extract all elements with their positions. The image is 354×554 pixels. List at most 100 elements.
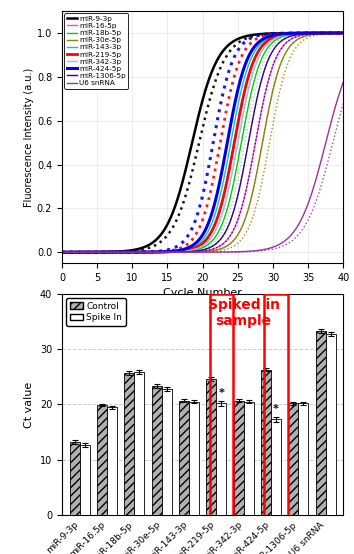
- Y-axis label: Fluorescence Intensity (a.u.): Fluorescence Intensity (a.u.): [24, 68, 34, 207]
- miR-424-5p: [212, 202, 216, 208]
- Text: *: *: [273, 404, 279, 414]
- Bar: [315, 331, 326, 515]
- miR-30e-5p: [227, 241, 232, 248]
- miR-424-5p: [195, 238, 199, 245]
- miR-143-3p: [341, 30, 346, 37]
- miR-16-5p: [212, 245, 216, 252]
- miR-18b-5p: [194, 247, 198, 253]
- miR-219-5p: [291, 30, 295, 37]
- Line: miR-1306-5p: miR-1306-5p: [62, 33, 343, 252]
- miR-342-3p: [195, 245, 199, 252]
- miR-219-5p: [227, 165, 232, 172]
- miR-30e-5p: [194, 249, 198, 255]
- miR-143-3p: [335, 30, 339, 37]
- Bar: [206, 379, 216, 515]
- miR-18b-5p: [195, 246, 199, 253]
- miR-342-3p: [291, 30, 295, 37]
- Bar: [261, 370, 271, 515]
- miR-9-3p: [227, 41, 232, 48]
- miR-143-3p: [212, 213, 216, 220]
- miR-342-3p: [194, 245, 198, 252]
- Text: Spiked in
sample: Spiked in sample: [208, 298, 280, 328]
- Bar: [234, 401, 244, 515]
- U6 snRNA: [60, 249, 64, 255]
- U6 snRNA: [194, 249, 198, 255]
- miR-342-3p: [60, 249, 64, 255]
- miR-9-3p: [194, 124, 198, 131]
- Bar: [271, 419, 281, 515]
- Line: miR-9-3p: miR-9-3p: [62, 33, 343, 252]
- miR-30e-5p: [335, 30, 339, 37]
- miR-424-5p: [335, 30, 339, 37]
- miR-18b-5p: [60, 249, 64, 255]
- Line: miR-424-5p: miR-424-5p: [62, 33, 343, 252]
- miR-342-3p: [341, 30, 346, 37]
- U6 snRNA: [212, 249, 216, 255]
- Y-axis label: Ct value: Ct value: [24, 381, 34, 428]
- miR-18b-5p: [335, 30, 339, 37]
- Bar: [264, 294, 288, 518]
- miR-219-5p: [341, 30, 346, 37]
- miR-143-3p: [291, 30, 295, 37]
- U6 snRNA: [341, 79, 346, 85]
- miR-30e-5p: [60, 249, 64, 255]
- miR-18b-5p: [212, 235, 216, 242]
- miR-1306-5p: [194, 248, 198, 254]
- miR-143-3p: [195, 242, 199, 248]
- miR-30e-5p: [212, 247, 216, 254]
- Bar: [107, 407, 117, 515]
- miR-16-5p: [291, 35, 295, 42]
- miR-219-5p: [212, 223, 216, 229]
- Line: miR-18b-5p: miR-18b-5p: [62, 33, 343, 252]
- Text: *: *: [218, 388, 224, 398]
- miR-424-5p: [291, 30, 295, 37]
- U6 snRNA: [335, 99, 339, 106]
- miR-424-5p: [194, 240, 198, 247]
- Bar: [124, 373, 135, 515]
- Line: U6 snRNA: U6 snRNA: [62, 82, 343, 252]
- Bar: [70, 442, 80, 515]
- miR-1306-5p: [60, 249, 64, 255]
- miR-9-3p: [291, 30, 295, 37]
- miR-342-3p: [335, 30, 339, 37]
- miR-1306-5p: [335, 30, 339, 37]
- Line: miR-143-3p: miR-143-3p: [62, 33, 343, 252]
- miR-219-5p: [60, 249, 64, 255]
- miR-16-5p: [194, 248, 198, 255]
- miR-9-3p: [60, 249, 64, 255]
- Legend: Control, Spike In: Control, Spike In: [67, 298, 126, 326]
- miR-424-5p: [227, 127, 232, 134]
- miR-18b-5p: [341, 30, 346, 37]
- miR-9-3p: [341, 30, 346, 37]
- miR-1306-5p: [195, 248, 199, 254]
- miR-424-5p: [341, 30, 346, 37]
- Line: miR-342-3p: miR-342-3p: [62, 33, 343, 252]
- Bar: [135, 372, 144, 515]
- Line: miR-16-5p: miR-16-5p: [62, 33, 343, 252]
- miR-18b-5p: [227, 198, 232, 204]
- miR-30e-5p: [195, 249, 199, 255]
- miR-219-5p: [195, 244, 199, 250]
- miR-143-3p: [60, 249, 64, 255]
- Line: miR-30e-5p: miR-30e-5p: [62, 33, 343, 252]
- miR-219-5p: [194, 244, 198, 251]
- miR-342-3p: [227, 182, 232, 189]
- miR-143-3p: [194, 243, 198, 249]
- Legend: miR-9-3p, miR-16-5p, miR-18b-5p, miR-30e-5p, miR-143-3p, miR-219-5p, miR-342-3p,: miR-9-3p, miR-16-5p, miR-18b-5p, miR-30e…: [64, 13, 128, 89]
- miR-424-5p: [60, 249, 64, 255]
- miR-16-5p: [335, 30, 339, 37]
- Bar: [288, 403, 298, 515]
- U6 snRNA: [195, 249, 199, 255]
- miR-16-5p: [341, 30, 346, 37]
- Bar: [216, 403, 227, 515]
- miR-1306-5p: [291, 32, 295, 39]
- Bar: [97, 405, 107, 515]
- miR-30e-5p: [341, 30, 346, 37]
- miR-219-5p: [335, 30, 339, 37]
- miR-1306-5p: [212, 242, 216, 248]
- miR-9-3p: [212, 63, 216, 69]
- miR-342-3p: [212, 230, 216, 237]
- Bar: [298, 403, 308, 515]
- U6 snRNA: [227, 249, 232, 255]
- Line: miR-219-5p: miR-219-5p: [62, 33, 343, 252]
